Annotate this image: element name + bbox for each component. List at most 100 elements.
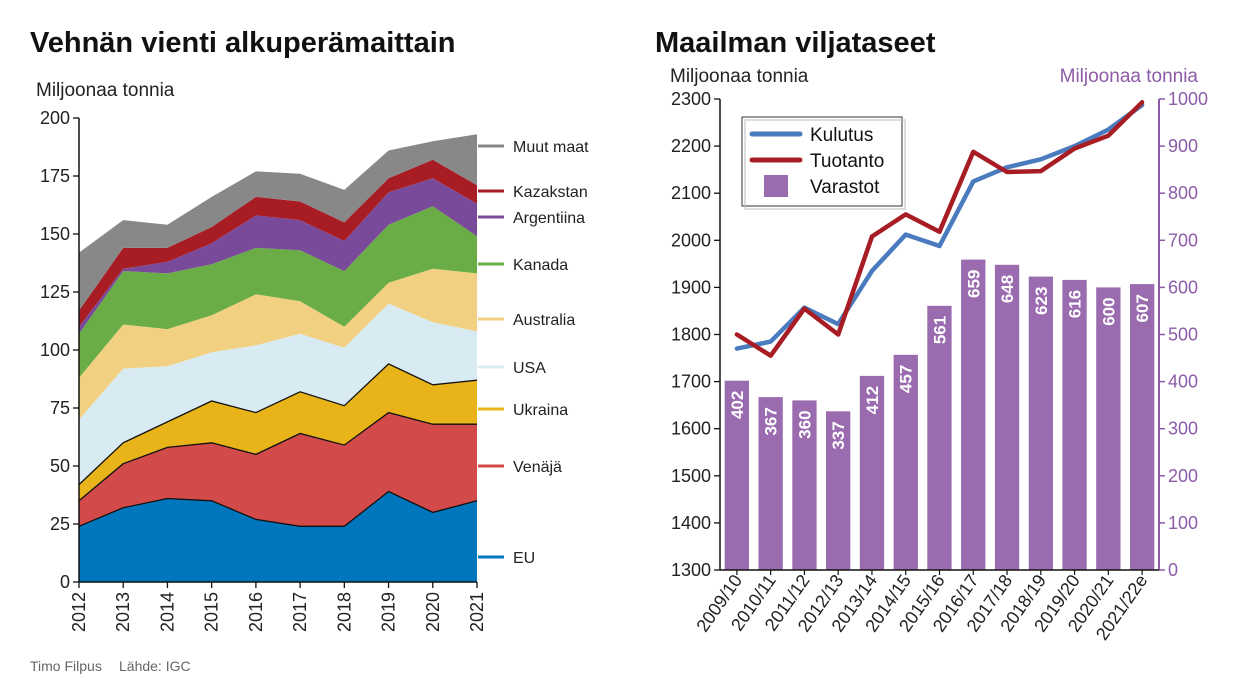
right-chart-right-tick-label: 800 <box>1168 183 1198 203</box>
left-x-tick-label: 2021 <box>467 592 487 632</box>
bar-data-label: 412 <box>863 386 882 414</box>
legend-label-kazakstan: Kazakstan <box>513 184 588 201</box>
right-chart-left-tick-label: 2300 <box>671 89 711 109</box>
left-x-tick-label: 2018 <box>334 592 354 632</box>
bar-2016-17 <box>961 259 986 570</box>
left-chart-title: Vehnän vienti alkuperämaittain <box>30 27 455 59</box>
area-kazakstan <box>79 159 477 327</box>
boundary-eu <box>78 490 478 527</box>
area-venäjä <box>79 412 477 527</box>
legend-label-usa: USA <box>513 360 546 377</box>
right-chart-left-tick-label: 1800 <box>671 325 711 345</box>
legend-marker-varastot <box>764 175 788 197</box>
bar-2021-22e <box>1130 284 1155 570</box>
right-chart-right-tick-label: 100 <box>1168 513 1198 533</box>
bar-data-label: 648 <box>998 275 1017 303</box>
bar-data-label: 561 <box>931 316 950 344</box>
right-chart-left-tick-label: 1400 <box>671 513 711 533</box>
right-chart-right-tick-label: 600 <box>1168 277 1198 297</box>
left-y-tick-label: 0 <box>60 572 70 592</box>
bar-data-label: 616 <box>1066 290 1085 318</box>
legend-label-muut-maat: Muut maat <box>513 139 589 156</box>
left-x-tick-label: 2019 <box>379 592 399 632</box>
left-x-tick-label: 2014 <box>157 592 177 632</box>
area-kanada <box>79 206 477 378</box>
left-y-tick-label: 150 <box>40 224 70 244</box>
bar-data-label: 367 <box>762 407 781 435</box>
bar-data-label: 607 <box>1133 294 1152 322</box>
legend-label-australia: Australia <box>513 312 575 329</box>
left-y-tick-label: 100 <box>40 340 70 360</box>
right-chart-left-tick-label: 1500 <box>671 466 711 486</box>
bar-2013-14 <box>859 375 885 570</box>
left-chart-ylabel: Miljoonaa tonnia <box>36 80 175 101</box>
area-usa <box>79 303 477 485</box>
bar-2012-13 <box>826 411 851 570</box>
legend-label-eu: EU <box>513 550 535 567</box>
bar-data-label: 659 <box>964 270 983 298</box>
right-chart-left-tick-label: 1900 <box>671 277 711 297</box>
legend-label-argentiina: Argentiina <box>513 210 585 227</box>
right-chart-right-tick-label: 1000 <box>1168 89 1208 109</box>
right-chart-ylabel-left: Miljoonaa tonnia <box>670 66 809 87</box>
area-ukraina <box>79 363 477 501</box>
bar-2011-12 <box>792 400 817 570</box>
bar-2017-18 <box>994 264 1020 570</box>
right-chart-right-tick-label: 200 <box>1168 466 1198 486</box>
right-chart-right-tick-label: 900 <box>1168 136 1198 156</box>
right-chart-legend: Kulutus Tuotanto Varastot <box>741 116 906 210</box>
area-eu <box>79 491 477 582</box>
boundary-ukraina <box>78 363 478 486</box>
left-x-tick-label: 2017 <box>290 592 310 632</box>
bar-data-label: 402 <box>728 391 747 419</box>
left-chart: 0 25 50 75 100 125 150 175 200 2012 2013 2014 2015 20… <box>40 108 589 632</box>
bar-2014-15 <box>893 354 918 570</box>
bar-2018-19 <box>1028 276 1053 570</box>
left-y-tick-label: 125 <box>40 282 70 302</box>
bar-2020-21 <box>1096 287 1121 570</box>
right-chart: 402 367 360 337 412 457 561 659 648 623 616 600 607 1… <box>671 89 1208 644</box>
bar-2015-16 <box>927 305 952 570</box>
right-chart-title: Maailman viljataseet <box>655 27 936 59</box>
left-y-tick-label: 75 <box>50 398 70 418</box>
bar-data-label: 360 <box>795 410 814 438</box>
legend-label-varastot: Varastot <box>810 177 880 198</box>
area-muut-maat <box>79 134 477 311</box>
line-tuotanto <box>734 100 1145 358</box>
bar-2019-20 <box>1062 279 1087 570</box>
legend-label-kanada: Kanada <box>513 257 568 274</box>
right-chart-left-tick-label: 2100 <box>671 183 711 203</box>
left-y-tick-label: 25 <box>50 514 70 534</box>
credit-author: Timo Filpus <box>30 658 102 674</box>
bar-data-label: 457 <box>897 365 916 393</box>
area-australia <box>79 268 477 420</box>
right-chart-ylabel-right: Miljoonaa tonnia <box>1060 66 1199 87</box>
bar-data-label: 600 <box>1099 297 1118 325</box>
left-x-tick-label: 2012 <box>69 592 89 632</box>
bar-data-label: 623 <box>1032 287 1051 315</box>
left-y-tick-label: 50 <box>50 456 70 476</box>
left-x-tick-label: 2020 <box>423 592 443 632</box>
right-chart-left-tick-label: 2200 <box>671 136 711 156</box>
left-x-tick-label: 2015 <box>202 592 222 632</box>
legend-label-kulutus: Kulutus <box>810 125 873 146</box>
left-x-tick-label: 2013 <box>113 592 133 632</box>
left-y-tick-label: 200 <box>40 108 70 128</box>
legend-box-shadow <box>744 119 906 210</box>
bar-data-label: 337 <box>829 421 848 449</box>
right-chart-left-tick-label: 1600 <box>671 419 711 439</box>
right-chart-right-tick-label: 400 <box>1168 372 1198 392</box>
legend-label-tuotanto: Tuotanto <box>810 151 884 172</box>
legend-label-ukraina: Ukraina <box>513 402 568 419</box>
bar-2010-11 <box>758 397 783 570</box>
credit-source: Lähde: IGC <box>119 658 191 674</box>
legend-label-venäjä: Venäjä <box>513 459 562 476</box>
left-x-tick-label: 2016 <box>246 592 266 632</box>
right-chart-right-tick-label: 700 <box>1168 230 1198 250</box>
right-chart-right-tick-label: 500 <box>1168 325 1198 345</box>
area-argentiina <box>79 178 477 334</box>
left-y-tick-label: 175 <box>40 166 70 186</box>
right-chart-left-tick-label: 1300 <box>671 560 711 580</box>
right-chart-right-tick-label: 0 <box>1168 560 1178 580</box>
